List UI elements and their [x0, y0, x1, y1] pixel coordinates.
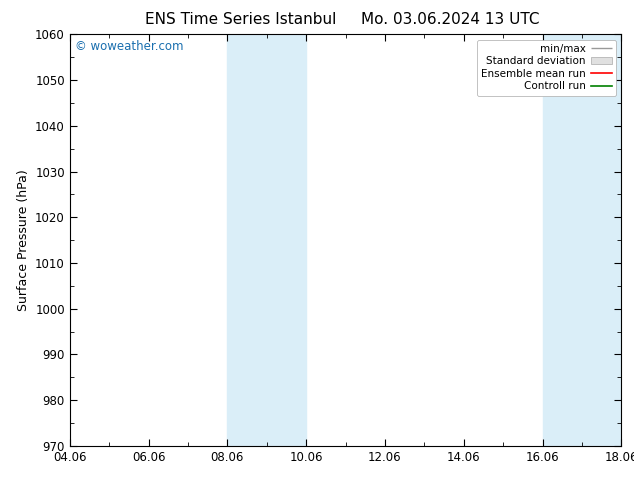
Bar — [254, 34, 306, 446]
Bar — [228, 34, 254, 446]
Legend: min/max, Standard deviation, Ensemble mean run, Controll run: min/max, Standard deviation, Ensemble me… — [477, 40, 616, 96]
Bar — [543, 34, 569, 446]
Text: Mo. 03.06.2024 13 UTC: Mo. 03.06.2024 13 UTC — [361, 12, 540, 27]
Text: ENS Time Series Istanbul: ENS Time Series Istanbul — [145, 12, 337, 27]
Bar — [569, 34, 621, 446]
Text: © woweather.com: © woweather.com — [75, 41, 184, 53]
Y-axis label: Surface Pressure (hPa): Surface Pressure (hPa) — [16, 169, 30, 311]
